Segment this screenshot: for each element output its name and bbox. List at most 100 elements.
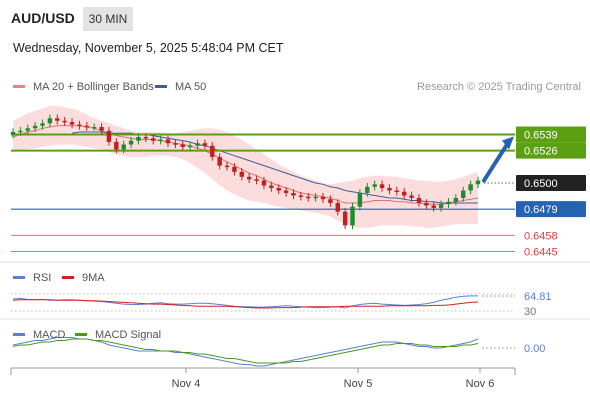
candle-body [306,196,311,199]
candle-body [173,143,178,145]
candle-body [165,139,171,144]
rsi-level-label: 30 [524,306,536,318]
candle-body [151,138,156,141]
candle-body [387,188,392,191]
candle-body [416,197,422,203]
candle-body [468,184,473,191]
candle-body [475,180,481,185]
candle-body [106,130,112,142]
rsi_panel-legend-label: RSI [33,272,51,284]
candle-body [335,202,340,212]
candle-body [461,190,466,198]
candle-body [40,123,45,126]
forecast-arrow-shaft [482,142,509,183]
macd_panel-legend-swatch [13,333,25,336]
candle-body [180,144,185,147]
candle-body [77,124,82,127]
candle-body [239,171,245,177]
time-axis-label: Nov 6 [466,378,495,390]
candle-body [246,176,252,180]
candle-body [202,143,208,146]
candle-body [25,128,30,131]
macd_panel-legend-label: MACD [33,329,65,341]
price_panel-legend-label: MA 50 [175,81,206,93]
candle-body [91,127,97,129]
support-label: 0.6458 [524,230,558,242]
rsi_panel-legend-swatch [13,276,25,279]
ma20-line [12,125,479,205]
rsi_panel-legend-label: 9MA [82,272,105,284]
research-credit: Research © 2025 Trading Central [417,81,581,93]
candle-body [291,193,296,196]
time-axis-label: Nov 4 [172,378,201,390]
candle-body [136,136,141,141]
candle-body [10,132,16,135]
candle-body [313,196,318,199]
candle-body [254,179,259,181]
candle-body [438,204,444,208]
candle-body [224,165,230,168]
candle-body [283,190,289,193]
rsi_panel-legend-swatch [62,276,74,279]
candle-body [394,190,400,193]
rsi-value-label: 64.81 [524,291,552,303]
candle-body [210,145,215,157]
candle-body [18,130,23,133]
forecast-arrow-head [502,136,514,150]
timestamp: Wednesday, November 5, 2025 5:48:04 PM C… [13,41,284,55]
candle-body [99,127,104,131]
candle-body [187,145,193,148]
resistance-label: 0.6526 [524,146,558,158]
symbol-title: AUD/USD [11,10,75,26]
candle-body [143,136,149,139]
candle-body [217,156,222,166]
candle-body [379,184,385,189]
candle-body [401,191,407,196]
candle-body [84,125,90,128]
candle-body [195,143,200,146]
candle-body [269,185,274,189]
macd-signal-line [12,338,479,364]
price_panel-legend-swatch [155,85,167,88]
macd_panel-legend-swatch [75,333,87,336]
current-price-label: 0.6500 [524,178,558,190]
time-axis-label: Nov 5 [344,378,373,390]
candle-body [128,140,134,145]
candle-body [121,144,126,150]
candle-body [69,122,75,125]
support-label: 0.6445 [524,247,558,259]
resistance-label-box [516,126,586,143]
candle-body [431,205,436,208]
candle-body [372,184,377,187]
candle-body [298,195,304,197]
candle-body [261,180,267,186]
rsi-ma-line [12,299,479,309]
candle-body [350,206,355,226]
candle-body [114,141,119,150]
candle-body [32,125,38,129]
candle-body [342,211,348,226]
candle-body [453,197,459,202]
price_panel-legend-swatch [13,85,25,88]
macd_panel-legend-label: MACD Signal [95,329,161,341]
candle-body [357,193,363,207]
resistance-label-box [516,142,586,159]
candle-body [365,186,370,193]
candle-body [328,199,333,203]
resistance-label: 0.6539 [524,130,558,142]
candle-body [62,120,67,123]
candle-body [424,202,429,206]
candle-body [320,196,326,200]
candle-body [55,118,60,121]
macd-line [12,337,479,367]
price_panel-legend-label: MA 20 + Bollinger Bands [33,81,154,93]
candle-body [446,201,451,205]
pivot-label: 0.6479 [524,204,558,216]
candle-body [409,195,414,198]
candle-body [276,188,281,191]
candle-body [158,139,163,141]
timeframe-badge[interactable]: 30 MIN [83,7,133,31]
current-price-box [516,175,586,192]
